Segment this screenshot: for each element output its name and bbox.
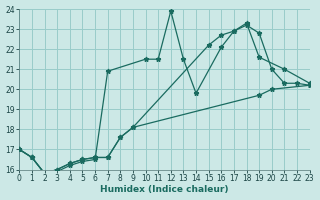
X-axis label: Humidex (Indice chaleur): Humidex (Indice chaleur) — [100, 185, 229, 194]
